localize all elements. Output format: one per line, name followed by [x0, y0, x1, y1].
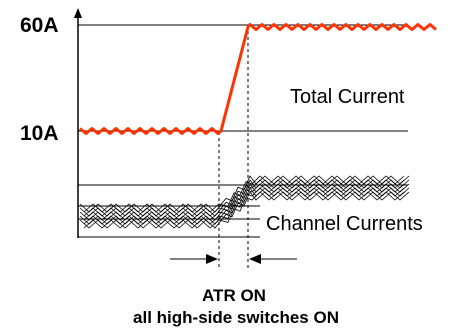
channel-current-trace	[83, 175, 405, 213]
channel-current-trace	[83, 191, 405, 229]
label-60a: 60A	[20, 14, 59, 37]
caption-switches-on: all high-side switches ON	[133, 308, 339, 327]
arrow-left-head	[206, 254, 218, 264]
channel-current-traces	[79, 175, 410, 229]
channel-current-trace	[83, 183, 405, 221]
label-channel-currents: Channel Currents	[266, 213, 423, 235]
arrow-right-head	[249, 254, 261, 264]
channel-current-trace	[83, 187, 405, 225]
channel-current-trace	[79, 175, 410, 213]
label-10a: 10A	[20, 122, 59, 145]
y-axis-arrow	[74, 8, 82, 18]
total-current-trace	[79, 23, 437, 135]
caption-atr-on: ATR ON	[202, 286, 266, 305]
channel-current-trace	[83, 179, 405, 217]
label-total-current: Total Current	[290, 86, 405, 108]
